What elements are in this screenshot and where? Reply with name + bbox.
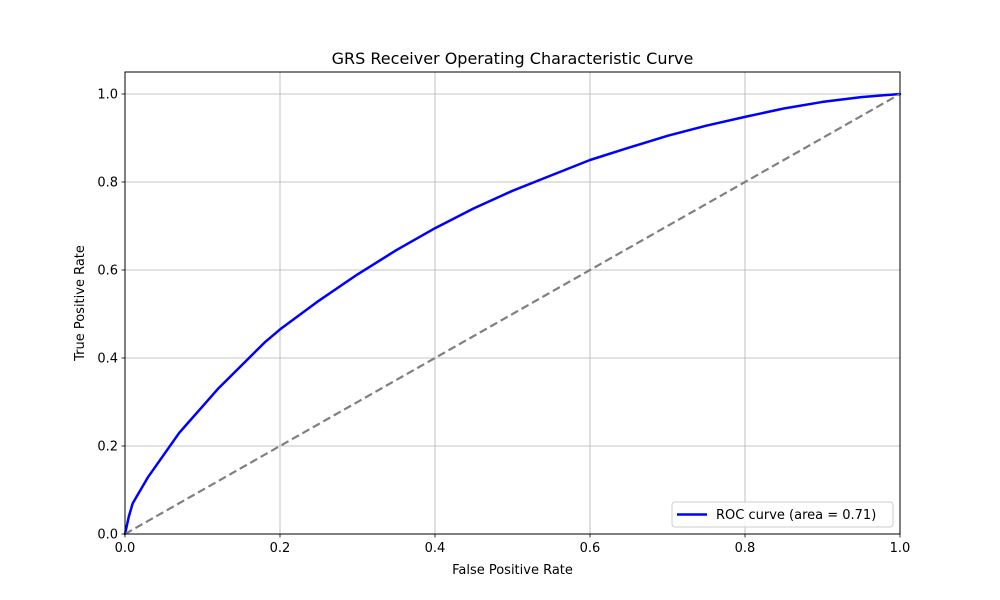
x-tick-label: 0.0 xyxy=(115,541,136,556)
roc-curve-line xyxy=(123,92,902,536)
y-tick-label: 0.0 xyxy=(97,528,118,543)
series-layer xyxy=(123,92,902,536)
x-tick-label: 0.4 xyxy=(425,541,446,556)
y-tick-label: 1.0 xyxy=(97,88,118,103)
legend-box xyxy=(671,501,894,528)
x-tick-label: 0.2 xyxy=(270,541,291,556)
chart-title: GRS Receiver Operating Characteristic Cu… xyxy=(332,49,694,68)
y-tick-label: 0.6 xyxy=(97,264,118,279)
plot-frame xyxy=(124,71,901,535)
axis-ticks: 0.0 0.2 0.4 0.6 0.8 1.0 0.0 0.2 0.4 0.6 0.8 1.0 xyxy=(97,88,910,557)
legend: ROC curve (area = 0.71) xyxy=(671,501,894,528)
diagonal-reference-line xyxy=(124,93,901,535)
y-tick-label: 0.4 xyxy=(97,352,118,367)
legend-label-roc: ROC curve (area = 0.71) xyxy=(716,508,876,523)
x-tick-label: 0.6 xyxy=(580,541,601,556)
y-tick-label: 0.2 xyxy=(97,440,118,455)
y-axis-label: True Positive Rate xyxy=(73,245,88,362)
x-axis-label: False Positive Rate xyxy=(452,563,573,578)
x-tick-label: 0.8 xyxy=(735,541,756,556)
y-tick-label: 0.8 xyxy=(97,176,118,191)
x-tick-label: 1.0 xyxy=(890,541,911,556)
